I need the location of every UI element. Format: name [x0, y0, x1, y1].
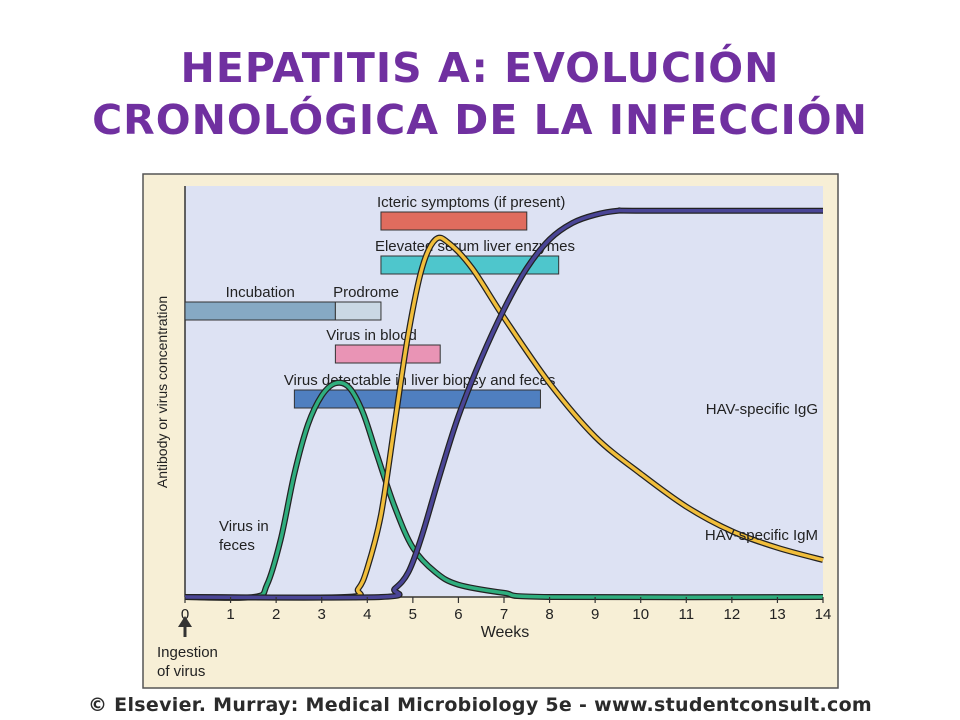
x-axis-label: Weeks: [481, 624, 530, 641]
series-line: [184, 235, 824, 600]
x-tick-label: 7: [500, 606, 508, 623]
ingestion-annotation: Ingestion of virus: [157, 644, 222, 680]
x-tick-label: 11: [678, 606, 694, 623]
phase-bar: [334, 344, 441, 364]
phase-label: Icteric symptoms (if present): [377, 194, 565, 211]
series-label: HAV-specific IgG: [706, 401, 818, 418]
x-tick-label: 0: [181, 606, 189, 623]
x-tick-label: 6: [454, 606, 462, 623]
series-label: Virus in feces: [219, 518, 269, 554]
x-tick-label: 8: [545, 606, 553, 623]
x-tick-label: 14: [815, 606, 832, 623]
phase-label: Incubation: [226, 284, 295, 301]
x-tick-label: 10: [632, 606, 649, 623]
x-tick-label: 13: [769, 606, 786, 623]
ingestion-annotation-line-1: Ingestion: [157, 644, 218, 661]
ingestion-annotation-line-2: of virus: [157, 663, 205, 680]
phase-label: Virus in blood: [326, 327, 417, 344]
phase-bar: [334, 301, 382, 321]
phase-bar: [293, 389, 541, 409]
y-axis-label: Antibody or virus concentration: [154, 296, 170, 488]
phase-bar: [184, 301, 336, 321]
x-tick-label: 12: [724, 606, 741, 623]
series-line: [184, 208, 823, 600]
x-tick-label: 2: [272, 606, 280, 623]
phase-bar: [380, 211, 528, 231]
x-tick-label: 1: [226, 606, 234, 623]
x-tick-label: 9: [591, 606, 599, 623]
x-tick-label: 3: [318, 606, 326, 623]
x-tick-label: 5: [409, 606, 417, 623]
slide-title-line-2: CRONOLÓGICA DE LA INFECCIÓN: [92, 96, 868, 144]
series-label: HAV-specific IgM: [705, 527, 818, 544]
x-tick-label: 4: [363, 606, 371, 623]
ingestion-arrow: [178, 616, 192, 637]
slide-title: HEPATITIS A: EVOLUCIÓN CRONOLÓGICA DE LA…: [0, 42, 960, 146]
copyright-credit: © Elsevier. Murray: Medical Microbiology…: [87, 694, 873, 716]
slide-title-line-1: HEPATITIS A: EVOLUCIÓN: [180, 44, 780, 92]
phase-label: Prodrome: [333, 284, 399, 301]
phase-label: Virus detectable in liver biopsy and fec…: [284, 372, 556, 389]
series-line: [184, 380, 824, 600]
